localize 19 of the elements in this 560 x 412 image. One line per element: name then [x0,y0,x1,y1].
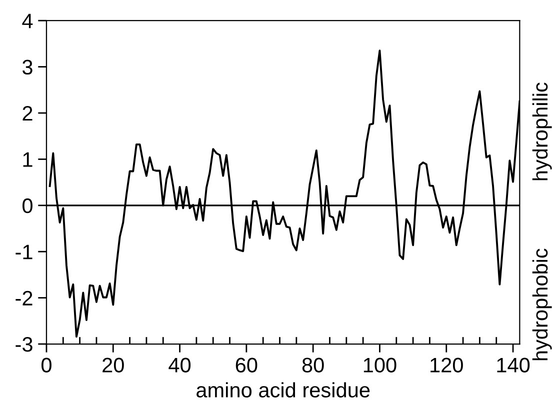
x-tick-label: 120 [430,358,463,373]
y-tick-label: 2 [22,106,32,121]
x-tick-label: 0 [42,358,52,373]
text: hydrophobic [532,248,552,360]
y-tick-label: 4 [22,14,33,28]
y-tick-label: -2 [16,290,32,306]
y-tick-label: -3 [16,337,32,352]
x-tick-label: 40 [168,358,191,373]
text: hydrophilic [532,82,552,180]
x-tick-label: 80 [302,358,324,373]
y-tick-label: -1 [16,244,32,260]
y-tick-label: 3 [22,60,32,75]
x-tick-label: 20 [102,358,124,373]
y-tick-label: 1 [23,152,32,167]
x-tick-label: 60 [236,358,258,373]
x-tick-label: 140 [497,358,530,373]
x-axis-title: amino acid residue [196,382,370,398]
y-tick-label: 0 [22,198,32,214]
x-tick-label: 100 [364,358,396,373]
